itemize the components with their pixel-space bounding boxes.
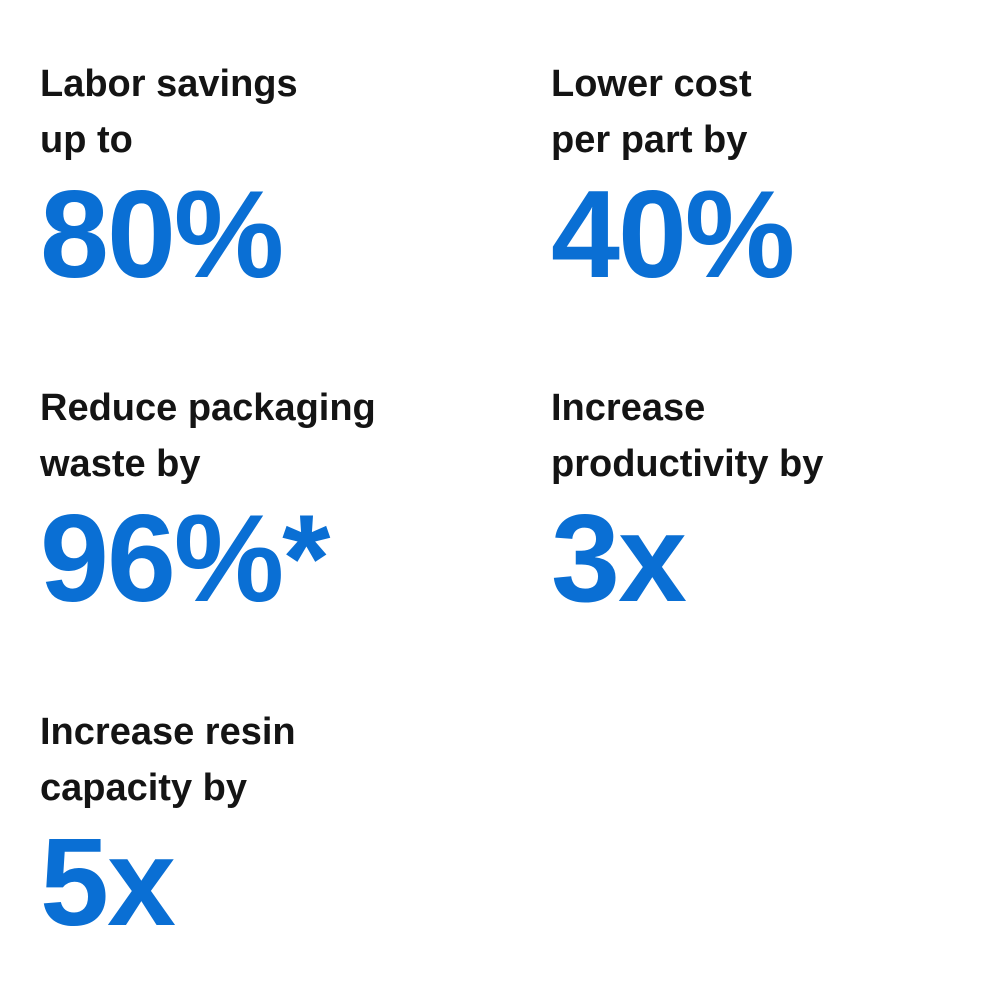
stat-value: 40% — [551, 166, 795, 304]
stat-label: per part by — [551, 119, 748, 161]
stat-item: Reduce packaging waste by 96%* — [40, 380, 490, 628]
stat-value: 5x — [40, 814, 176, 952]
stat-label: capacity by — [40, 767, 247, 809]
stat-item: Increase resin capacity by 5x — [40, 704, 490, 952]
stat-label: up to — [40, 119, 133, 161]
stat-label: Increase resin — [40, 711, 296, 753]
stat-label: Lower cost — [551, 63, 752, 105]
stat-value: 96%* — [40, 490, 330, 628]
stat-item: Increase productivity by 3x — [551, 380, 1000, 628]
stat-label: productivity by — [551, 443, 824, 485]
stat-item: Lower cost per part by 40% — [551, 56, 1000, 304]
stat-label: waste by — [40, 443, 201, 485]
stat-label: Increase — [551, 387, 706, 429]
stat-value: 3x — [551, 490, 687, 628]
stat-label: Labor savings — [40, 63, 298, 105]
stat-value: 80% — [40, 166, 284, 304]
stat-item: Labor savings up to 80% — [40, 56, 490, 304]
stat-label: Reduce packaging — [40, 387, 376, 429]
